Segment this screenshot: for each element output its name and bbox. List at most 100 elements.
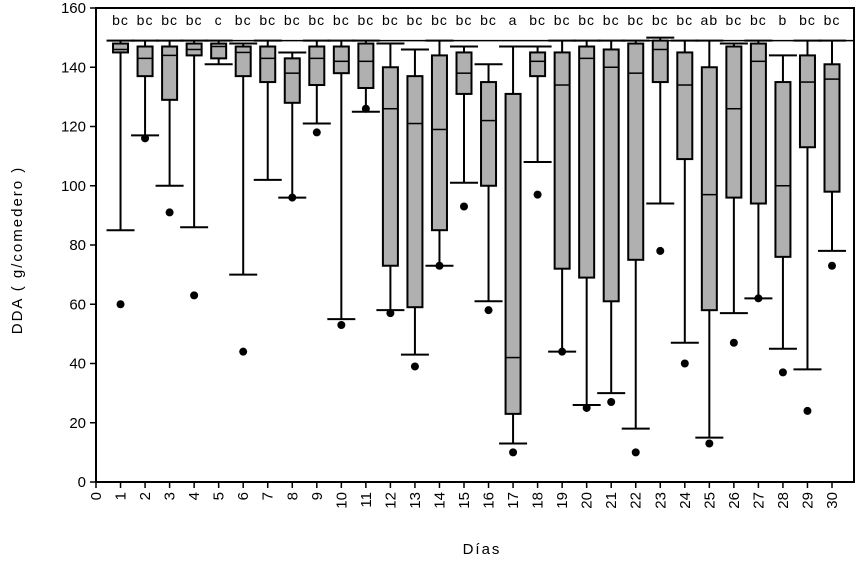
x-tick-label: 28 bbox=[775, 492, 792, 509]
x-tick-label: 5 bbox=[211, 492, 228, 500]
outlier-point bbox=[484, 306, 493, 315]
y-tick-label: 160 bbox=[61, 0, 86, 17]
x-tick-label: 18 bbox=[530, 492, 547, 509]
x-tick-label: 0 bbox=[88, 492, 105, 500]
x-tick-label: 10 bbox=[333, 492, 350, 509]
box-iqr bbox=[602, 48, 620, 303]
box-day-5 bbox=[204, 39, 233, 66]
x-tick-label: 2 bbox=[137, 492, 154, 500]
box-day-12 bbox=[376, 42, 405, 318]
box-iqr bbox=[651, 39, 669, 84]
sig-label-day-2: bc bbox=[137, 12, 154, 28]
outlier-point bbox=[312, 128, 321, 137]
y-tick-label: 60 bbox=[69, 296, 86, 313]
sig-label-day-27: bc bbox=[750, 12, 767, 28]
sig-label-day-16: bc bbox=[480, 12, 497, 28]
box-iqr bbox=[136, 45, 154, 78]
box-day-9 bbox=[302, 39, 331, 137]
sig-label-day-18: bc bbox=[529, 12, 546, 28]
sig-label-day-22: bc bbox=[627, 12, 644, 28]
sig-label-day-23: bc bbox=[652, 12, 669, 28]
outlier-point bbox=[190, 291, 199, 300]
box-day-4 bbox=[180, 39, 209, 300]
box-iqr bbox=[430, 54, 448, 232]
outlier-point bbox=[386, 309, 395, 318]
box-day-15 bbox=[450, 45, 478, 211]
y-tick-label: 120 bbox=[61, 119, 86, 136]
boxes-group bbox=[106, 36, 846, 457]
box-day-3 bbox=[155, 39, 184, 217]
box-day-1 bbox=[106, 39, 135, 309]
x-tick-label: 26 bbox=[726, 492, 743, 509]
box-iqr bbox=[161, 45, 179, 101]
box-iqr bbox=[504, 92, 522, 415]
outlier-point bbox=[828, 261, 836, 270]
sig-label-day-1: bc bbox=[112, 12, 129, 28]
sig-label-day-10: bc bbox=[333, 12, 350, 28]
y-tick-label: 0 bbox=[78, 474, 86, 491]
outlier-point bbox=[239, 347, 248, 356]
sig-label-day-29: bc bbox=[799, 12, 816, 28]
sig-label-day-25: ab bbox=[701, 12, 719, 28]
x-tick-label: 9 bbox=[309, 492, 326, 500]
outlier-point bbox=[754, 294, 763, 303]
x-tick-label: 15 bbox=[456, 492, 473, 509]
y-tick-label: 80 bbox=[69, 237, 86, 254]
x-axis-title: Días bbox=[463, 541, 502, 558]
box-day-23 bbox=[646, 36, 675, 255]
box-iqr bbox=[529, 51, 547, 78]
significance-labels: bc bc bc bc c bc bc bc bc bc bc bc bc bc bc bc a bc bc bc bc… bbox=[112, 12, 839, 28]
box-iqr bbox=[725, 45, 743, 199]
box-day-20 bbox=[572, 39, 601, 412]
x-tick-label: 1 bbox=[113, 492, 130, 500]
outlier-point bbox=[533, 190, 542, 199]
box-iqr bbox=[823, 63, 841, 193]
outlier-point bbox=[337, 320, 346, 329]
x-tick-label: 29 bbox=[799, 492, 816, 509]
box-day-6 bbox=[229, 42, 258, 356]
box-iqr bbox=[627, 42, 645, 261]
box-iqr bbox=[406, 75, 424, 309]
box-day-7 bbox=[253, 39, 282, 181]
sig-label-day-26: bc bbox=[725, 12, 742, 28]
sig-label-day-7: bc bbox=[259, 12, 276, 28]
box-iqr bbox=[553, 51, 571, 270]
sig-label-day-24: bc bbox=[676, 12, 693, 28]
x-axis-ticks: 0 1 2 3 4 5 6 7 8 9 10 11 12 13 14 15 16 17 18 19 20 21 22 23 24… bbox=[88, 482, 841, 509]
x-tick-label: 30 bbox=[824, 492, 841, 509]
sig-label-day-4: bc bbox=[186, 12, 203, 28]
sig-label-day-6: bc bbox=[235, 12, 252, 28]
outlier-point bbox=[141, 134, 150, 143]
box-day-16 bbox=[474, 63, 503, 315]
x-tick-label: 24 bbox=[677, 492, 694, 509]
box-iqr bbox=[381, 66, 399, 267]
outlier-point bbox=[361, 104, 370, 113]
outlier-point bbox=[631, 448, 640, 457]
sig-label-day-12: bc bbox=[382, 12, 399, 28]
box-day-29 bbox=[793, 39, 822, 415]
box-iqr bbox=[676, 51, 694, 161]
box-iqr bbox=[259, 45, 277, 84]
x-tick-label: 4 bbox=[186, 492, 203, 500]
y-tick-label: 100 bbox=[61, 178, 86, 195]
box-iqr bbox=[798, 54, 816, 149]
x-tick-label: 20 bbox=[579, 492, 596, 509]
box-iqr bbox=[112, 42, 130, 54]
outlier-point bbox=[165, 208, 174, 217]
box-day-28 bbox=[768, 54, 797, 377]
outlier-point bbox=[680, 359, 689, 368]
box-iqr bbox=[700, 66, 718, 312]
sig-label-day-8: bc bbox=[284, 12, 301, 28]
box-day-17 bbox=[499, 45, 528, 457]
x-tick-label: 23 bbox=[652, 492, 669, 509]
box-day-26 bbox=[719, 42, 748, 347]
box-iqr bbox=[774, 81, 792, 258]
outlier-point bbox=[803, 406, 812, 415]
box-iqr bbox=[234, 45, 252, 78]
x-tick-label: 14 bbox=[431, 492, 448, 509]
sig-label-day-13: bc bbox=[407, 12, 424, 28]
outlier-point bbox=[778, 368, 787, 377]
sig-label-day-5: c bbox=[215, 12, 223, 28]
y-tick-label: 40 bbox=[69, 356, 86, 373]
